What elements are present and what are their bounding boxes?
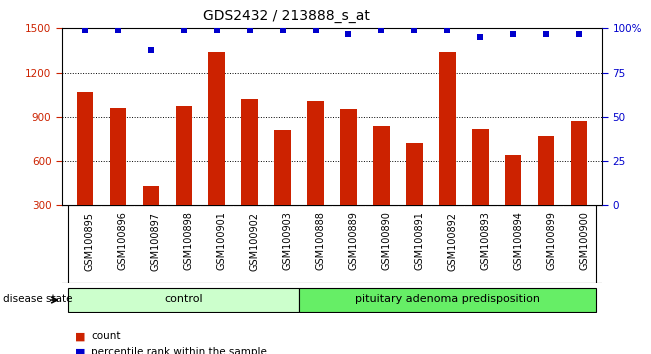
Bar: [143, 186, 159, 205]
Text: GSM100891: GSM100891: [415, 212, 424, 270]
Point: [277, 27, 288, 33]
Bar: [340, 109, 357, 205]
Text: GSM100890: GSM100890: [381, 212, 391, 270]
Bar: [299, 288, 596, 312]
Point: [212, 27, 222, 33]
Text: GSM100901: GSM100901: [217, 212, 227, 270]
Bar: [307, 101, 324, 205]
Text: percentile rank within the sample: percentile rank within the sample: [91, 347, 267, 354]
Point: [475, 34, 486, 40]
Bar: [373, 126, 390, 205]
Point: [311, 27, 321, 33]
Text: count: count: [91, 331, 120, 341]
Bar: [406, 143, 422, 205]
Point: [343, 31, 353, 36]
Bar: [242, 99, 258, 205]
Point: [574, 31, 585, 36]
Point: [541, 31, 551, 36]
Bar: [68, 288, 299, 312]
Text: GSM100903: GSM100903: [283, 212, 292, 270]
Bar: [77, 92, 93, 205]
Point: [409, 27, 420, 33]
Text: GSM100888: GSM100888: [316, 212, 326, 270]
Bar: [472, 129, 488, 205]
Text: GSM100892: GSM100892: [447, 212, 457, 270]
Text: GSM100899: GSM100899: [546, 212, 556, 270]
Bar: [208, 52, 225, 205]
Point: [178, 27, 189, 33]
Text: control: control: [165, 295, 203, 304]
Text: GSM100900: GSM100900: [579, 212, 589, 270]
Text: GSM100893: GSM100893: [480, 212, 490, 270]
Bar: [439, 52, 456, 205]
Text: GSM100897: GSM100897: [151, 212, 161, 270]
Bar: [109, 108, 126, 205]
Bar: [538, 136, 555, 205]
Bar: [571, 121, 587, 205]
Text: GSM100889: GSM100889: [348, 212, 359, 270]
Bar: [274, 130, 291, 205]
Text: GSM100902: GSM100902: [249, 212, 260, 270]
Text: pituitary adenoma predisposition: pituitary adenoma predisposition: [355, 295, 540, 304]
Point: [146, 47, 156, 52]
Point: [79, 27, 90, 33]
Bar: [505, 155, 521, 205]
Text: GDS2432 / 213888_s_at: GDS2432 / 213888_s_at: [203, 9, 370, 23]
Text: GSM100894: GSM100894: [513, 212, 523, 270]
Text: GSM100895: GSM100895: [85, 212, 95, 270]
Point: [442, 27, 452, 33]
Text: disease state: disease state: [3, 295, 73, 304]
Text: ■: ■: [75, 331, 85, 341]
Point: [113, 27, 123, 33]
Text: ■: ■: [75, 347, 85, 354]
Text: GSM100896: GSM100896: [118, 212, 128, 270]
Point: [244, 27, 255, 33]
Text: GSM100898: GSM100898: [184, 212, 194, 270]
Point: [508, 31, 518, 36]
Bar: [176, 107, 192, 205]
Point: [376, 27, 387, 33]
